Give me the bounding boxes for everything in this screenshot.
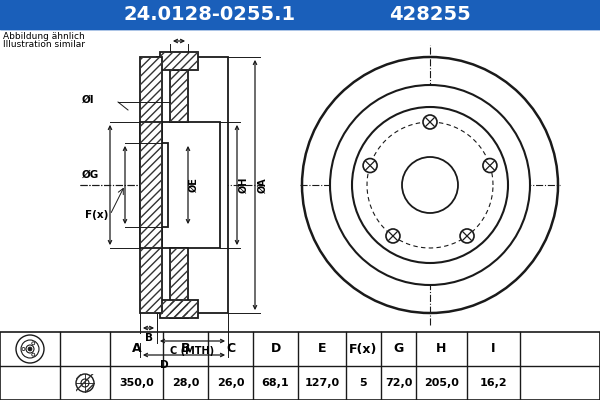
Text: 127,0: 127,0 xyxy=(304,378,340,388)
Text: ØI: ØI xyxy=(82,95,94,105)
Bar xyxy=(160,300,198,318)
Circle shape xyxy=(32,353,35,356)
Text: 350,0: 350,0 xyxy=(119,378,154,388)
Bar xyxy=(0,332,600,400)
Text: 428255: 428255 xyxy=(389,6,471,24)
Text: 205,0: 205,0 xyxy=(424,378,459,388)
Text: D: D xyxy=(160,360,169,370)
Circle shape xyxy=(483,158,497,172)
Circle shape xyxy=(402,157,458,213)
Bar xyxy=(140,122,162,248)
Bar xyxy=(157,143,168,227)
Text: F(x): F(x) xyxy=(85,210,108,220)
Text: 24.0128-0255.1: 24.0128-0255.1 xyxy=(124,6,296,24)
Text: A: A xyxy=(131,342,142,356)
Circle shape xyxy=(22,348,25,350)
Circle shape xyxy=(330,85,530,285)
Text: ØA: ØA xyxy=(258,177,268,193)
Circle shape xyxy=(28,347,32,351)
Text: Abbildung ähnlich: Abbildung ähnlich xyxy=(3,32,85,41)
Text: 72,0: 72,0 xyxy=(385,378,412,388)
Text: 68,1: 68,1 xyxy=(262,378,289,388)
Text: Illustration similar: Illustration similar xyxy=(3,40,85,49)
Bar xyxy=(0,0,600,29)
Circle shape xyxy=(423,115,437,129)
Bar xyxy=(170,70,188,122)
Bar xyxy=(0,0,600,29)
Text: 428255: 428255 xyxy=(389,6,471,24)
Text: 16,2: 16,2 xyxy=(479,378,508,388)
Circle shape xyxy=(363,158,377,172)
Text: F(x): F(x) xyxy=(349,342,377,356)
Bar xyxy=(76,374,94,392)
Text: E: E xyxy=(318,342,326,356)
Text: C (MTH): C (MTH) xyxy=(170,346,215,356)
Text: 28,0: 28,0 xyxy=(172,378,199,388)
Text: 24.0128-0255.1: 24.0128-0255.1 xyxy=(124,6,296,24)
Text: C: C xyxy=(226,342,235,356)
Bar xyxy=(160,300,198,318)
Text: B: B xyxy=(181,342,190,356)
Text: ØG: ØG xyxy=(82,170,98,180)
Circle shape xyxy=(352,107,508,263)
Circle shape xyxy=(302,57,558,313)
Bar xyxy=(140,57,162,313)
Bar xyxy=(160,52,198,70)
Circle shape xyxy=(32,342,35,345)
Text: B: B xyxy=(145,333,152,343)
Text: ØE: ØE xyxy=(189,178,199,192)
Bar xyxy=(140,57,162,313)
Text: 26,0: 26,0 xyxy=(217,378,244,388)
Text: 5: 5 xyxy=(359,378,367,388)
Bar xyxy=(170,248,188,318)
Bar xyxy=(170,248,188,318)
Text: D: D xyxy=(271,342,281,356)
Bar xyxy=(157,122,220,248)
Bar xyxy=(170,70,188,122)
Bar xyxy=(157,57,228,313)
Text: H: H xyxy=(436,342,446,356)
Bar xyxy=(160,52,198,70)
Text: ØH: ØH xyxy=(239,177,249,193)
Bar xyxy=(140,122,162,248)
Circle shape xyxy=(460,229,474,243)
Circle shape xyxy=(386,229,400,243)
Text: G: G xyxy=(394,342,404,356)
Text: I: I xyxy=(491,342,496,356)
